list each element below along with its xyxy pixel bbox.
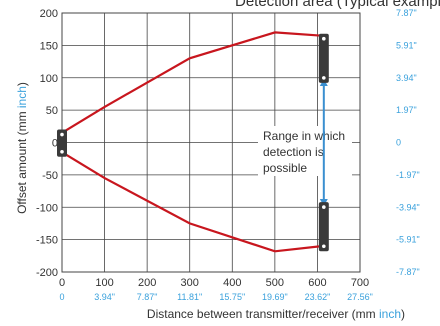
y-axis-ticks-mm: 200 150 100 50 0 -50 -100 -150 -200: [36, 8, 58, 279]
annotation-line-2: detection is: [263, 145, 324, 159]
range-annotation: Range in which detection is possible: [258, 126, 352, 176]
x-tick-label-inch: 15.75": [219, 292, 245, 302]
sensor-body: [318, 33, 329, 83]
sensor-hole: [322, 205, 326, 209]
y-tick-label-mm: -150: [36, 235, 58, 247]
sensor-body: [318, 202, 329, 252]
y-tick-label-inch: -3.94": [396, 202, 420, 212]
y-tick-label-mm: 200: [40, 8, 58, 20]
y-tick-label-inch: -5.91": [396, 235, 420, 245]
y-tick-label-mm: -100: [36, 202, 58, 214]
x-tick-label-inch: 7.87": [137, 292, 158, 302]
x-tick-label-mm: 300: [181, 277, 199, 289]
receiver-sensor-bottom: [318, 202, 329, 252]
x-axis-label: Distance between transmitter/receiver (m…: [147, 307, 405, 321]
x-tick-label-mm: 400: [223, 277, 241, 289]
annotation-line-3: possible: [263, 161, 307, 175]
sensor-hole: [322, 76, 326, 80]
y-tick-label-inch: -1.97": [396, 170, 420, 180]
annotation-box: [258, 126, 352, 176]
sensors: [57, 33, 329, 252]
y-tick-label-mm: -200: [36, 267, 58, 279]
x-tick-label-inch: 11.81": [177, 292, 202, 302]
x-tick-label-mm: 0: [59, 277, 65, 289]
y-tick-label-mm: 50: [46, 105, 58, 117]
sensor-hole: [322, 244, 326, 249]
y-tick-label-inch: 5.91": [396, 40, 417, 50]
x-tick-label-mm: 600: [308, 277, 326, 289]
x-axis-ticks-mm: 0 100 200 300 400 500 600 700: [59, 277, 369, 289]
x-axis-ticks-inch: 0 3.94" 7.87" 11.81" 15.75" 19.69" 23.62" 27.56…: [59, 292, 372, 302]
y-tick-label-inch: 1.97": [396, 105, 417, 115]
y-tick-label-inch: -7.87": [396, 267, 420, 277]
x-tick-label-inch: 23.62": [305, 292, 331, 302]
lower-boundary-line: [61, 151, 322, 253]
detection-boundary: [61, 31, 322, 253]
y-tick-label-mm: 0: [52, 138, 58, 150]
x-tick-label-inch: 19.69": [262, 292, 288, 302]
x-tick-label-inch: 27.56": [347, 292, 373, 302]
y-axis-ticks-inch: 7.87" 5.91" 3.94" 1.97" 0 -1.97" -3.94" -5.91" -…: [396, 8, 420, 277]
y-tick-label-mm: -50: [42, 170, 58, 182]
chart-title: Detection area (Typical example): [235, 0, 440, 10]
sensor-hole: [60, 149, 64, 154]
x-tick-label-mm: 500: [266, 277, 284, 289]
upper-boundary-line: [61, 31, 322, 134]
sensor-hole: [322, 36, 326, 41]
receiver-sensor-top: [318, 33, 329, 83]
sensor-hole: [60, 132, 64, 137]
y-tick-label-inch: 0: [396, 138, 401, 148]
y-tick-label-inch: 7.87": [396, 8, 417, 18]
y-tick-label-mm: 150: [40, 40, 58, 52]
transmitter-sensor: [57, 129, 67, 157]
x-tick-label-inch: 3.94": [94, 292, 115, 302]
x-tick-label-mm: 200: [138, 277, 156, 289]
sensor-body: [57, 129, 67, 157]
x-tick-label-mm: 100: [95, 277, 113, 289]
y-tick-label-inch: 3.94": [396, 73, 417, 83]
annotation-line-1: Range in which: [263, 129, 345, 143]
y-axis-label: Offset amount (mm inch): [15, 82, 29, 214]
x-tick-label-inch: 0: [59, 292, 64, 302]
x-tick-label-mm: 700: [351, 277, 369, 289]
y-tick-label-mm: 100: [40, 73, 58, 85]
